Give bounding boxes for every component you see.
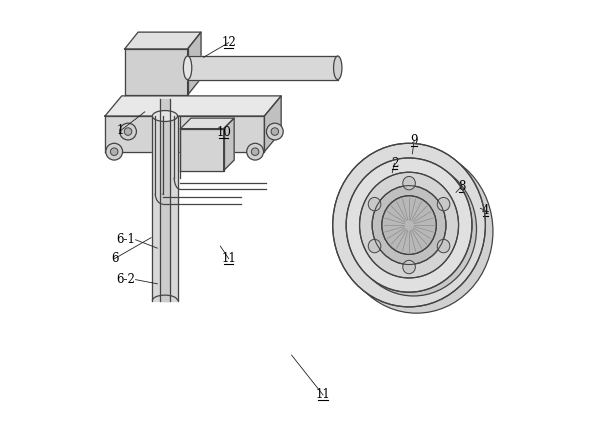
Ellipse shape xyxy=(437,239,450,253)
Polygon shape xyxy=(188,56,338,79)
Text: 11: 11 xyxy=(316,388,331,402)
Text: 9: 9 xyxy=(410,134,418,147)
Ellipse shape xyxy=(350,162,476,296)
Polygon shape xyxy=(152,116,178,300)
Polygon shape xyxy=(224,118,234,170)
Ellipse shape xyxy=(340,150,493,313)
Polygon shape xyxy=(265,96,281,152)
Ellipse shape xyxy=(359,172,458,278)
Text: 1: 1 xyxy=(117,124,124,137)
Polygon shape xyxy=(181,118,234,129)
Polygon shape xyxy=(105,116,265,152)
Ellipse shape xyxy=(368,197,381,211)
Circle shape xyxy=(266,123,283,140)
Text: 6: 6 xyxy=(111,252,118,265)
Text: 12: 12 xyxy=(221,36,236,49)
Text: 11: 11 xyxy=(221,252,236,265)
Polygon shape xyxy=(105,96,281,116)
Text: 8: 8 xyxy=(458,180,465,193)
Circle shape xyxy=(110,148,118,156)
Polygon shape xyxy=(160,99,170,300)
Ellipse shape xyxy=(403,261,415,274)
Circle shape xyxy=(271,128,278,135)
Text: 6-2: 6-2 xyxy=(117,273,136,286)
Ellipse shape xyxy=(334,56,342,79)
Circle shape xyxy=(247,143,263,160)
Text: 6-1: 6-1 xyxy=(117,233,136,246)
Polygon shape xyxy=(188,32,201,95)
Text: 10: 10 xyxy=(216,126,231,139)
Circle shape xyxy=(106,143,122,160)
Ellipse shape xyxy=(403,176,415,190)
Ellipse shape xyxy=(184,56,192,79)
Polygon shape xyxy=(125,49,188,95)
Text: 2: 2 xyxy=(391,157,398,170)
Circle shape xyxy=(251,148,259,156)
Polygon shape xyxy=(125,32,201,49)
Ellipse shape xyxy=(382,196,436,255)
Ellipse shape xyxy=(437,197,450,211)
Circle shape xyxy=(119,123,136,140)
Polygon shape xyxy=(181,129,224,170)
Ellipse shape xyxy=(152,110,178,122)
Circle shape xyxy=(124,128,132,135)
Ellipse shape xyxy=(372,186,446,264)
Ellipse shape xyxy=(368,239,381,253)
Ellipse shape xyxy=(346,158,472,292)
Text: 4: 4 xyxy=(482,204,489,217)
Ellipse shape xyxy=(333,143,485,307)
